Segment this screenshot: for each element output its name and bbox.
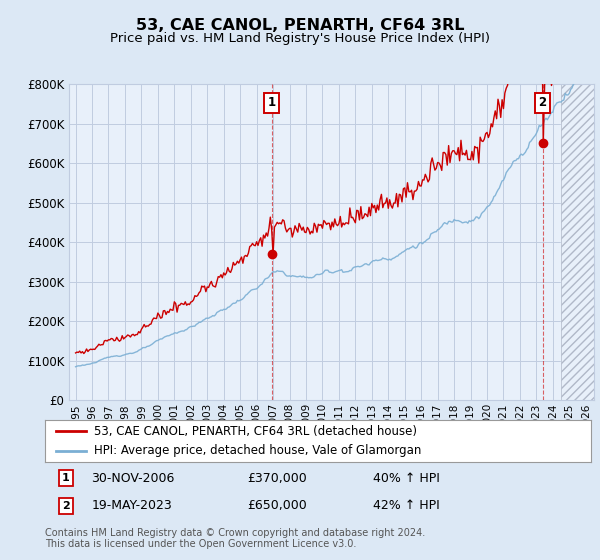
Text: HPI: Average price, detached house, Vale of Glamorgan: HPI: Average price, detached house, Vale…	[94, 444, 422, 457]
Text: 2: 2	[62, 501, 70, 511]
Text: 30-NOV-2006: 30-NOV-2006	[91, 472, 175, 485]
Text: 1: 1	[62, 473, 70, 483]
Text: Contains HM Land Registry data © Crown copyright and database right 2024.
This d: Contains HM Land Registry data © Crown c…	[45, 528, 425, 549]
Text: 53, CAE CANOL, PENARTH, CF64 3RL: 53, CAE CANOL, PENARTH, CF64 3RL	[136, 18, 464, 33]
Text: 40% ↑ HPI: 40% ↑ HPI	[373, 472, 439, 485]
Bar	[561, 84, 600, 400]
Text: 19-MAY-2023: 19-MAY-2023	[91, 500, 172, 512]
Text: £370,000: £370,000	[247, 472, 307, 485]
Bar	[561, 84, 600, 400]
Text: 1: 1	[268, 96, 276, 110]
Text: 53, CAE CANOL, PENARTH, CF64 3RL (detached house): 53, CAE CANOL, PENARTH, CF64 3RL (detach…	[94, 425, 417, 438]
Text: £650,000: £650,000	[247, 500, 307, 512]
Text: 2: 2	[539, 96, 547, 110]
Text: Price paid vs. HM Land Registry's House Price Index (HPI): Price paid vs. HM Land Registry's House …	[110, 32, 490, 45]
Text: 42% ↑ HPI: 42% ↑ HPI	[373, 500, 439, 512]
